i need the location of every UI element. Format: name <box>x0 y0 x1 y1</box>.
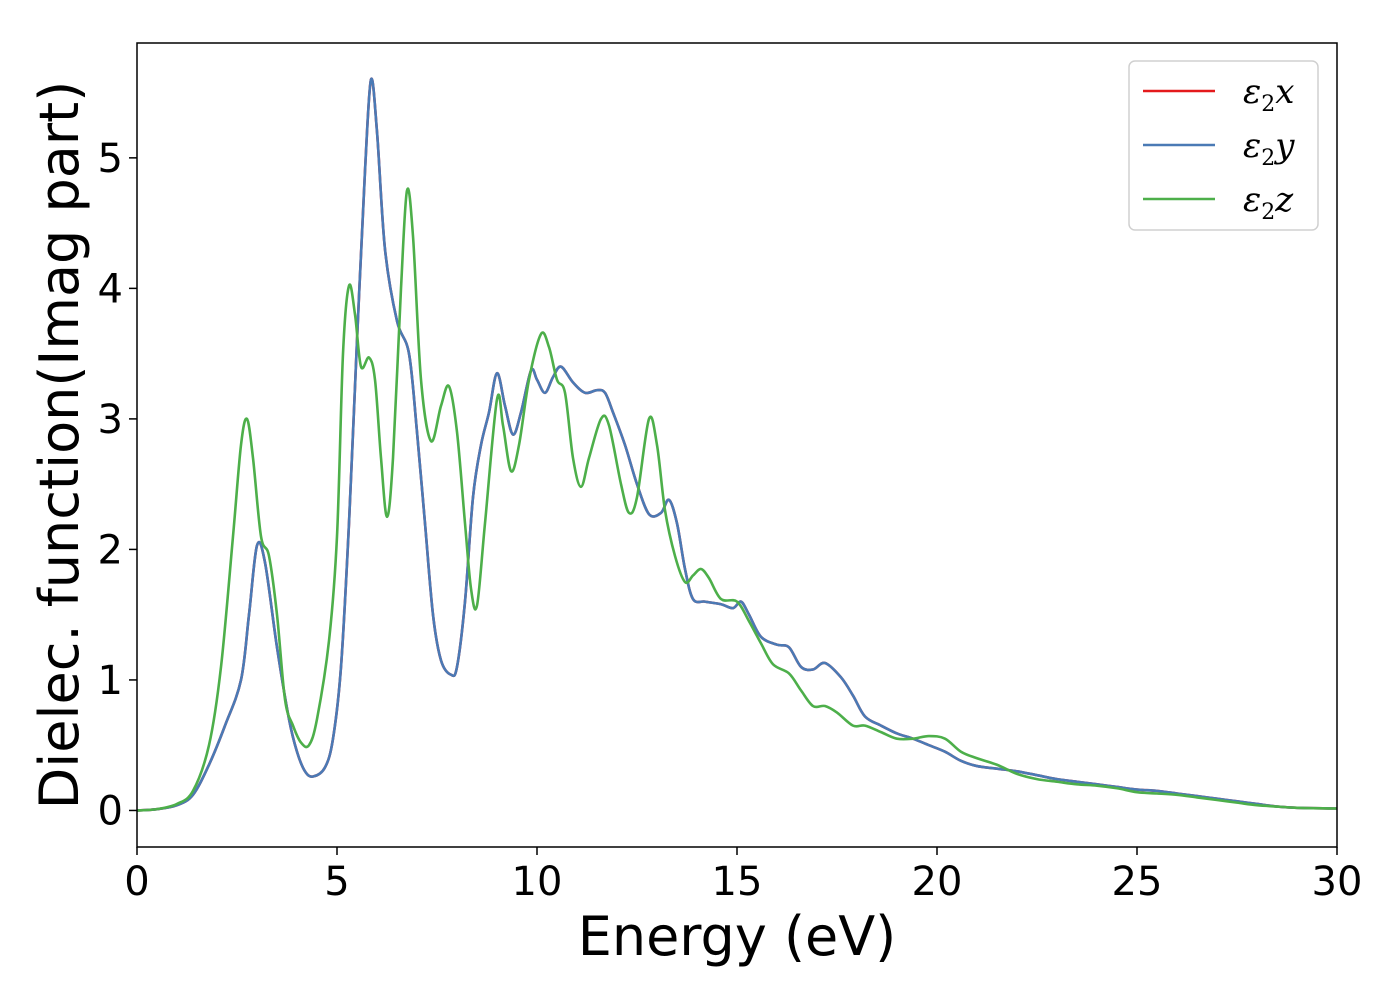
x-axis-label: Energy (eV) <box>578 905 897 968</box>
y-tick-label: 5 <box>98 136 123 182</box>
series-line-z <box>137 187 1337 812</box>
x-tick-label: 10 <box>512 859 563 905</box>
x-tick-label: 0 <box>124 859 149 905</box>
legend-label: ε2y <box>1243 126 1295 171</box>
y-tick-label: 0 <box>98 788 123 834</box>
series-line-y <box>137 77 1337 812</box>
y-axis-label: Dielec. function(Imag part) <box>28 81 91 810</box>
legend: ε2x ε2y ε2z <box>1128 60 1319 231</box>
legend-label: ε2x <box>1243 72 1294 117</box>
y-tick-label: 4 <box>98 266 123 312</box>
y-tick-label: 3 <box>98 397 123 443</box>
y-tick-label: 2 <box>98 527 123 573</box>
x-tick-label: 30 <box>1312 859 1363 905</box>
x-tick-label: 5 <box>324 859 349 905</box>
series-layer <box>137 77 1337 812</box>
y-tick-label: 1 <box>98 658 123 704</box>
x-tick-label: 25 <box>1112 859 1163 905</box>
legend-box <box>1128 60 1319 231</box>
x-tick-label: 20 <box>912 859 963 905</box>
legend-label: ε2z <box>1243 180 1294 225</box>
y-axis-ticks: 0 1 2 3 4 5 <box>98 136 137 834</box>
x-axis-ticks: 0 5 10 15 20 25 30 <box>124 847 1362 905</box>
x-tick-label: 15 <box>712 859 763 905</box>
